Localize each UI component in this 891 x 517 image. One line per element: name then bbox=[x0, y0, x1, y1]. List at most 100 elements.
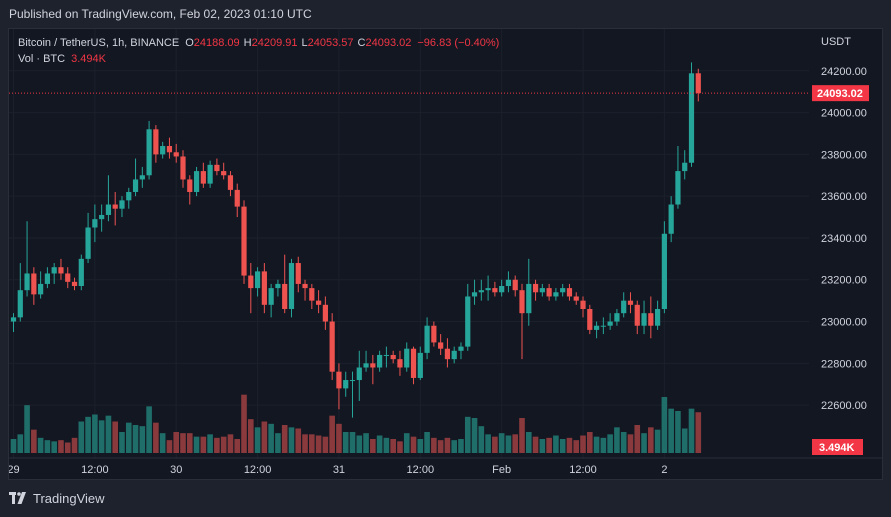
candle-body bbox=[78, 258, 84, 287]
candle-body bbox=[356, 367, 362, 381]
candle-body bbox=[532, 283, 539, 293]
chart-panel[interactable]: USDT 22600.00 22800.00 23000.00 23200.00 2340… bbox=[8, 28, 883, 480]
tradingview-logo-icon bbox=[9, 492, 26, 504]
volume-bar bbox=[125, 422, 132, 453]
volume-bar bbox=[200, 436, 207, 453]
volume-bar bbox=[295, 428, 302, 453]
volume-bar bbox=[186, 433, 193, 453]
volume-bar bbox=[159, 433, 166, 453]
candle-body bbox=[99, 214, 105, 220]
volume-bar bbox=[254, 427, 261, 453]
candle-body bbox=[688, 73, 695, 163]
last-price-badge bbox=[812, 85, 869, 102]
price-tick-label: 23200.00 bbox=[821, 275, 867, 287]
volume-bar bbox=[370, 439, 376, 453]
candle-body bbox=[309, 288, 315, 301]
volume-bar bbox=[661, 397, 668, 453]
chart-background bbox=[9, 29, 882, 479]
volume-bar bbox=[220, 436, 227, 453]
candle-body bbox=[404, 348, 410, 368]
time-tick-label: 30 bbox=[170, 464, 182, 476]
candle-body bbox=[268, 288, 274, 305]
volume-bar bbox=[166, 440, 173, 453]
candle-body bbox=[160, 146, 166, 155]
candle-body bbox=[316, 300, 322, 305]
volume-bar bbox=[580, 435, 586, 453]
candle-body bbox=[566, 288, 573, 297]
candle-body bbox=[343, 380, 349, 389]
candle-body bbox=[614, 313, 620, 322]
candle-body bbox=[44, 273, 50, 284]
candle-body bbox=[329, 321, 335, 372]
candle-body bbox=[661, 233, 667, 309]
volume-bar bbox=[180, 433, 186, 453]
time-tick-label: Feb bbox=[492, 464, 511, 476]
volume-bar bbox=[410, 436, 417, 453]
candle-body bbox=[621, 300, 627, 314]
volume-bar bbox=[403, 433, 410, 453]
volume-bars bbox=[10, 394, 702, 453]
candle-body bbox=[587, 309, 593, 330]
candle-body bbox=[180, 156, 186, 180]
volume-bar bbox=[668, 408, 674, 453]
volume-bar bbox=[614, 427, 620, 453]
volume-bar bbox=[342, 432, 349, 453]
candle-body bbox=[31, 273, 37, 295]
candle-body bbox=[349, 380, 356, 382]
volume-bar bbox=[98, 420, 105, 453]
candle-body bbox=[641, 313, 647, 326]
candle-body bbox=[126, 191, 132, 201]
time-tick-label: 12:00 bbox=[81, 464, 109, 476]
volume-bar bbox=[309, 434, 315, 453]
volume-bar bbox=[641, 433, 647, 453]
candle-body bbox=[71, 281, 78, 287]
volume-bar bbox=[268, 423, 274, 453]
price-tick-label: 23000.00 bbox=[821, 317, 867, 329]
candle-body bbox=[458, 346, 464, 351]
candle-body bbox=[248, 275, 254, 289]
volume-bar bbox=[17, 434, 24, 453]
volume-bar bbox=[24, 405, 30, 453]
candlestick-chart[interactable]: USDT 22600.00 22800.00 23000.00 23200.00 2340… bbox=[9, 29, 883, 480]
candle-body bbox=[282, 283, 288, 309]
candle-body bbox=[417, 352, 423, 378]
price-tick-label: 24000.00 bbox=[821, 108, 867, 120]
volume-bar bbox=[329, 415, 335, 453]
volume-bar bbox=[363, 433, 369, 453]
volume-bar bbox=[37, 437, 44, 453]
candle-body bbox=[600, 325, 606, 327]
candle-body bbox=[539, 288, 545, 293]
volume-bar bbox=[119, 432, 125, 453]
candle-body bbox=[397, 359, 403, 368]
time-tick-label: 2 bbox=[661, 464, 667, 476]
volume-bar bbox=[31, 429, 37, 453]
volume-bar bbox=[302, 434, 308, 453]
published-header: Published on TradingView.com, Feb 02, 20… bbox=[0, 0, 891, 28]
candle-body bbox=[295, 263, 301, 284]
candles bbox=[10, 62, 701, 418]
time-axis[interactable]: 29 12:00 30 12:00 31 12:00 Feb 12:00 2 bbox=[9, 457, 883, 476]
volume-bar bbox=[71, 437, 78, 453]
candle-body bbox=[593, 325, 600, 330]
volume-bar bbox=[546, 437, 552, 453]
price-axis[interactable]: USDT 22600.00 22800.00 23000.00 23200.00 2340… bbox=[812, 36, 869, 455]
candle-body bbox=[302, 283, 308, 289]
footer-branding[interactable]: TradingView bbox=[9, 486, 105, 510]
candle-body bbox=[682, 162, 688, 172]
volume-bar bbox=[681, 428, 688, 453]
volume-bar bbox=[288, 427, 295, 453]
price-tick-label: 22800.00 bbox=[821, 358, 867, 370]
volume-bar bbox=[349, 432, 356, 453]
price-tick-label: 23800.00 bbox=[821, 149, 867, 161]
candle-body bbox=[234, 189, 240, 207]
candle-body bbox=[112, 204, 118, 209]
candle-body bbox=[58, 267, 64, 274]
volume-bar bbox=[390, 439, 396, 453]
candle-body bbox=[132, 179, 139, 192]
candle-body bbox=[471, 292, 478, 297]
time-tick-label: 12:00 bbox=[407, 464, 435, 476]
volume-bar bbox=[654, 429, 661, 453]
candle-body bbox=[254, 271, 261, 289]
candle-body bbox=[390, 354, 396, 360]
candle-body bbox=[560, 288, 566, 293]
